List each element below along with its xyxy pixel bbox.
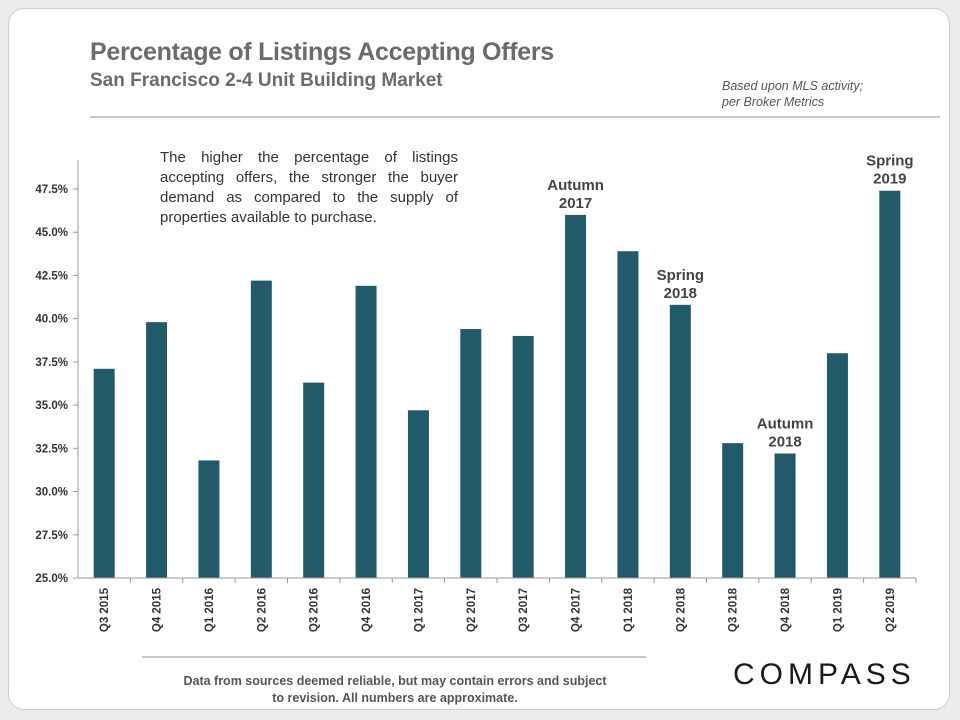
annotation-year: 2019: [873, 171, 906, 188]
x-tick-label: Q2 2017: [466, 588, 478, 632]
x-tick-label: Q3 2015: [99, 587, 111, 632]
x-tick-label: Q3 2017: [518, 588, 530, 632]
x-tick-label: Q1 2019: [832, 588, 844, 632]
y-axis: 25.0% 27.5% 30.0% 32.5% 35.0% 37.5% 40.0% 42.5%…: [35, 160, 79, 585]
bars: [93, 190, 901, 579]
footer-divider: [142, 656, 646, 658]
compass-logo: COMPASS: [733, 658, 916, 691]
annotation-label: Autumn: [547, 177, 604, 194]
y-tick-label: 45.0%: [35, 227, 68, 239]
x-tick-label: Q1 2017: [413, 588, 425, 632]
x-axis: Q3 2015 Q4 2015 Q1 2016 Q2 2016 Q3 2016 Q4 20…: [78, 577, 917, 632]
bar-q4-2018: [774, 453, 796, 578]
bar-q1-2016: [198, 460, 220, 578]
annotation-label: Autumn: [757, 416, 814, 433]
annotation-label: Spring: [866, 153, 914, 170]
disclaimer: Data from sources deemed reliable, but m…: [150, 673, 640, 707]
y-tick-label: 42.5%: [35, 270, 68, 282]
annotation-year: 2017: [559, 195, 592, 212]
x-tick-label: Q1 2018: [623, 587, 635, 632]
bar-q3-2016: [303, 382, 325, 578]
bar-q1-2018: [617, 251, 639, 579]
bar-q4-2016: [355, 285, 377, 578]
y-tick-label: 25.0%: [35, 573, 68, 585]
x-tick-label: Q4 2015: [152, 587, 164, 632]
y-tick-label: 32.5%: [35, 443, 68, 455]
y-tick-label: 40.0%: [35, 314, 68, 326]
bar-q1-2017: [407, 410, 429, 578]
chart-subtitle: San Francisco 2-4 Unit Building Market: [90, 70, 443, 91]
source-note-line2: per Broker Metrics: [722, 95, 825, 109]
source-note: Based upon MLS activity; per Broker Metr…: [722, 78, 863, 110]
x-tick-label: Q1 2016: [204, 588, 216, 632]
chart-title: Percentage of Listings Accepting Offers: [90, 38, 554, 66]
x-tick-label: Q3 2018: [728, 587, 740, 632]
commentary-text: The higher the percentage of listings ac…: [154, 146, 464, 230]
bar-q3-2017: [512, 335, 534, 578]
annotation-year: 2018: [768, 434, 801, 451]
source-note-line1: Based upon MLS activity;: [722, 79, 864, 93]
annotation-year: 2018: [664, 285, 697, 302]
y-tick-label: 30.0%: [35, 487, 68, 499]
disclaimer-line2: to revision. All numbers are approximate…: [272, 691, 518, 705]
x-tick-label: Q2 2019: [885, 588, 897, 632]
bar-q2-2017: [460, 329, 482, 578]
y-tick-label: 35.0%: [35, 400, 68, 412]
bar-q2-2019: [879, 190, 901, 578]
x-tick-label: Q2 2016: [256, 588, 268, 632]
x-tick-label: Q4 2017: [571, 588, 583, 632]
x-tick-label: Q4 2018: [780, 587, 792, 632]
x-tick-label: Q3 2016: [309, 588, 321, 632]
bar-q4-2017: [565, 214, 587, 578]
y-tick-label: 37.5%: [35, 357, 68, 369]
bar-q2-2018: [669, 304, 691, 578]
bar-q3-2018: [722, 443, 744, 578]
bar-q4-2015: [146, 322, 168, 578]
x-tick-label: Q4 2016: [361, 588, 373, 632]
annotation-label: Spring: [657, 267, 705, 284]
bar-q1-2019: [826, 353, 848, 578]
disclaimer-line1: Data from sources deemed reliable, but m…: [183, 674, 607, 688]
y-tick-label: 27.5%: [35, 530, 68, 542]
y-tick-label: 47.5%: [35, 184, 68, 196]
title-divider: [90, 116, 940, 118]
x-tick-label: Q2 2018: [675, 587, 687, 632]
bar-q3-2015: [93, 368, 115, 578]
bar-q2-2016: [250, 280, 272, 578]
